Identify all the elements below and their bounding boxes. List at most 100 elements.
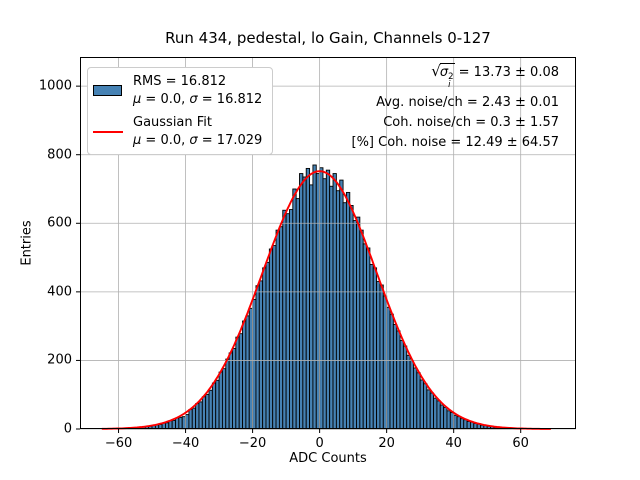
x-tick-label: −60	[104, 436, 133, 451]
histogram-bar	[362, 243, 367, 430]
histogram-bar	[292, 188, 297, 430]
histogram-bar	[342, 202, 347, 430]
x-tick-label: 40	[445, 436, 462, 451]
legend-entry-histogram: RMS = 16.812 μ = 0.0, σ = 16.812	[93, 73, 262, 108]
histogram-bar	[329, 185, 334, 430]
histogram-bar	[221, 368, 227, 430]
histogram-bar	[185, 414, 190, 430]
histogram-bar	[242, 320, 247, 430]
histogram-bar	[191, 407, 197, 430]
histogram-bar	[439, 404, 445, 430]
x-tick-label: 20	[378, 436, 395, 451]
histogram-bar	[265, 261, 270, 430]
histogram-bar	[171, 419, 176, 430]
histogram-bar	[379, 284, 384, 430]
histogram-bar	[238, 333, 243, 430]
gaussian-fit-swatch-icon	[93, 130, 123, 133]
histogram-bar	[322, 178, 327, 430]
y-tick-label: 0	[63, 421, 72, 437]
histogram-bar	[275, 229, 280, 430]
histogram-bar	[248, 307, 254, 430]
histogram-bar	[426, 389, 431, 430]
histogram-bar	[345, 191, 351, 430]
histogram-bar	[255, 285, 260, 430]
histogram-bar	[225, 358, 230, 430]
histogram-bar	[349, 205, 354, 430]
chart-title: Run 434, pedestal, lo Gain, Channels 0-1…	[165, 29, 491, 47]
histogram-bar	[205, 393, 210, 430]
gaussian-fit-curve	[101, 170, 551, 430]
histogram-bar	[268, 248, 274, 430]
histogram-bar	[278, 226, 284, 430]
histogram-bar	[178, 416, 183, 430]
histogram-bar	[181, 416, 187, 430]
x-tick-label: 0	[315, 436, 324, 451]
histogram-bar	[446, 410, 451, 430]
histogram-bar	[433, 397, 438, 430]
histogram-bar	[305, 167, 311, 430]
y-tick-label: 200	[47, 352, 72, 368]
histogram-bar	[325, 169, 331, 430]
histogram-bar	[198, 401, 203, 430]
plot-area	[76, 57, 576, 433]
histogram-bar	[258, 280, 264, 430]
y-tick-label: 600	[47, 215, 72, 231]
histogram-bar	[245, 315, 250, 430]
x-tick-label: −20	[238, 436, 267, 451]
legend-entry-gaussian-fit: Gaussian Fit μ = 0.0, σ = 17.029	[93, 114, 262, 149]
stats-line-coh-noise: Coh. noise/ch = 0.3 ± 1.57	[383, 115, 559, 130]
histogram-bar	[396, 330, 401, 430]
histogram-bar	[463, 419, 468, 430]
legend-fit-title: Gaussian Fit	[133, 115, 213, 130]
noise-stats-annotation: √σ 2 i = 13.73 ± 0.08 Avg. noise/ch = 2.43…	[352, 61, 560, 153]
histogram-bar	[423, 383, 428, 430]
histogram-bar	[453, 414, 458, 430]
histogram-bar	[335, 190, 341, 430]
histogram-bar	[436, 400, 441, 430]
histogram-bar	[188, 409, 193, 430]
histogram-bar	[218, 371, 223, 430]
histogram-bar	[211, 382, 217, 430]
stats-line-coh-noise-pct: [%] Coh. noise = 12.49 ± 64.57	[351, 135, 560, 150]
y-tick-label: 400	[47, 284, 72, 300]
histogram-bar	[449, 412, 455, 430]
legend-hist-params: μ = 0.0, σ = 16.812	[133, 91, 263, 107]
histogram-bar	[466, 421, 471, 430]
histogram-bar	[456, 416, 461, 430]
histogram-bar	[175, 417, 180, 430]
histogram-bar	[376, 281, 381, 430]
histogram-bar	[228, 352, 233, 430]
histogram-bar	[399, 340, 404, 430]
histogram-bar	[416, 372, 421, 430]
histogram-bar	[285, 213, 290, 430]
y-axis-label: Entries	[19, 220, 35, 266]
histogram-bar	[409, 359, 414, 430]
histogram-bar	[282, 209, 287, 430]
axes-spines	[80, 57, 576, 429]
y-tick-label: 1000	[38, 78, 72, 94]
histogram-bar	[272, 245, 277, 430]
histogram-bar	[366, 247, 371, 430]
histogram-bar	[369, 263, 374, 430]
histogram-bar	[413, 367, 418, 430]
histogram-swatch-icon	[93, 85, 122, 96]
histogram-bar	[201, 396, 207, 430]
histogram-bar	[429, 392, 435, 430]
histogram-bar	[459, 418, 465, 430]
histogram-bar	[252, 298, 257, 430]
stats-line-avg-noise: Avg. noise/ch = 2.43 ± 0.01	[376, 95, 559, 110]
histogram-bar	[359, 229, 364, 430]
histogram-bar	[339, 179, 344, 430]
histogram-bar	[352, 220, 357, 430]
histogram-bar	[469, 421, 475, 430]
y-tick-label: 800	[47, 147, 72, 163]
histogram-bar	[299, 173, 304, 430]
histogram-bar	[406, 354, 411, 430]
x-tick-label: 60	[512, 436, 529, 451]
histogram-bar	[309, 184, 314, 430]
histogram-bar	[389, 313, 394, 430]
histogram-bar	[195, 403, 200, 430]
histogram-bar	[382, 295, 388, 430]
histogram-bar	[332, 173, 337, 430]
